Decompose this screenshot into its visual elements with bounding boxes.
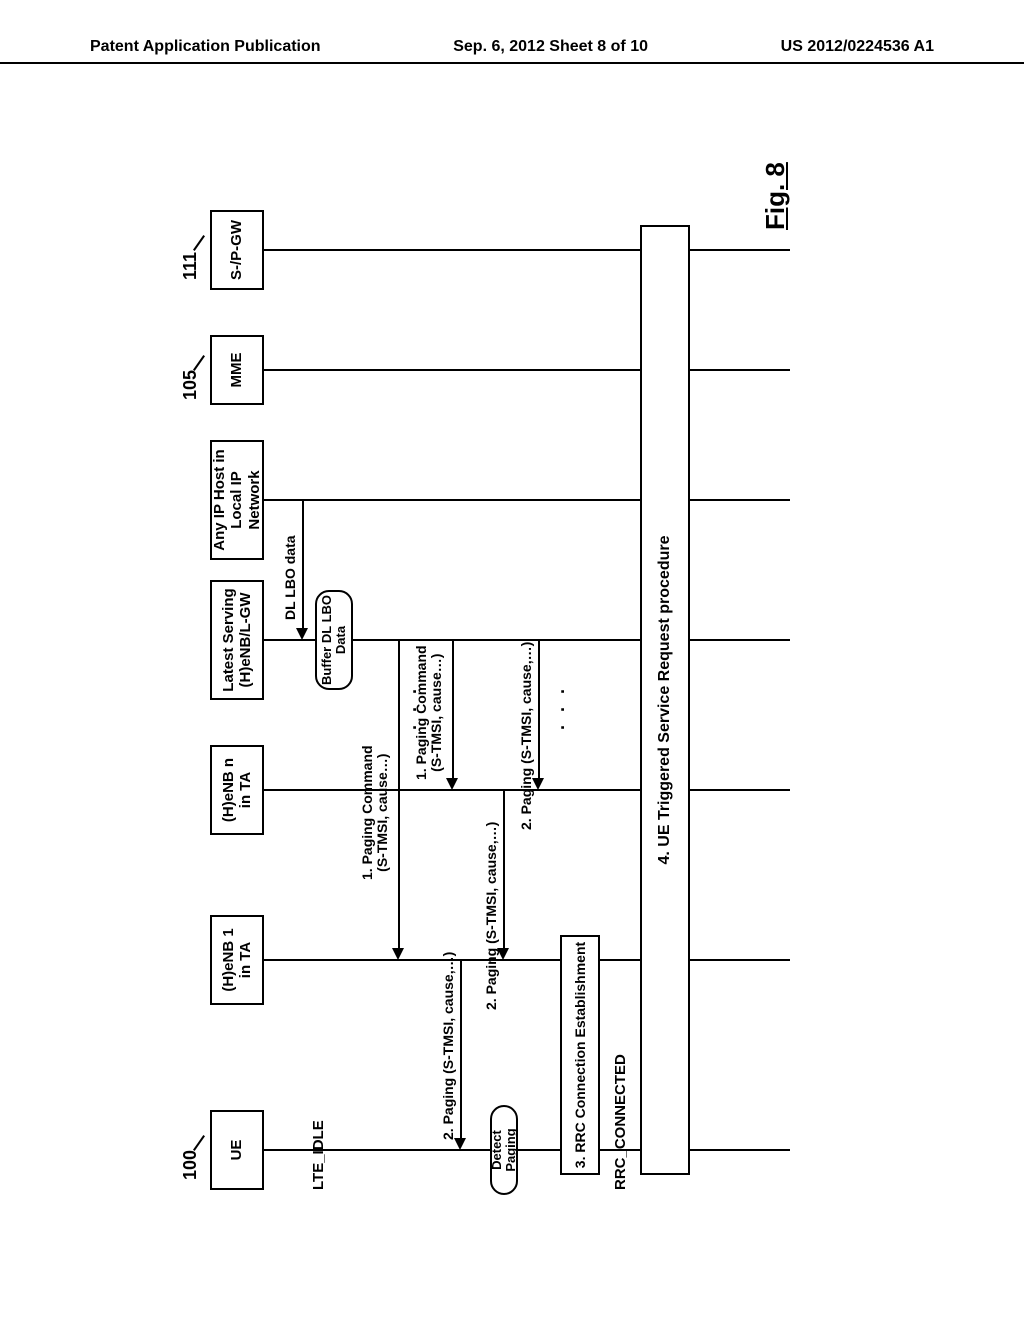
lifeline-henb1	[264, 959, 790, 961]
ref-mme-lead	[193, 355, 205, 371]
line-dl-lbo	[302, 500, 304, 630]
actor-mme-label: MME	[228, 353, 245, 388]
note-detect-label: Detect Paging	[490, 1107, 519, 1193]
actor-henb1-l1: (H)eNB 1	[220, 928, 237, 991]
actor-mme: MME	[210, 335, 264, 405]
lifeline-ue	[264, 1149, 790, 1151]
actor-iphost-l2: Local IP Network	[228, 442, 263, 558]
arrow-dl-lbo	[296, 628, 308, 640]
actor-henbn: (H)eNB n in TA	[210, 745, 264, 835]
msg-paging-cmd-2-l2: (S-TMSI, cause…)	[428, 654, 444, 772]
lifeline-iphost	[264, 499, 790, 501]
actor-ue-label: UE	[228, 1140, 245, 1161]
actor-latest-l1: Latest Serving	[220, 588, 237, 691]
state-idle: LTE_IDLE	[310, 1120, 327, 1190]
figure-caption: Fig. 8	[760, 162, 791, 230]
arrow-paging-2a	[454, 1138, 466, 1150]
sequence-diagram-rotated: 100 105 111 UE (H)eNB 1 in TA (H)eNB n i…	[0, 350, 1024, 990]
sequence-diagram: 100 105 111 UE (H)eNB 1 in TA (H)eNB n i…	[180, 130, 820, 1210]
lifeline-mme	[264, 369, 790, 371]
actor-henb1-l2: in TA	[237, 942, 254, 978]
state-connected: RRC_CONNECTED	[612, 1054, 629, 1190]
actor-henbn-l2: in TA	[237, 772, 254, 808]
arrow-paging-2b	[497, 948, 509, 960]
ref-spgw-lead	[193, 235, 205, 251]
ref-ue: 100	[180, 1150, 201, 1180]
arrow-paging-cmd-2	[446, 778, 458, 790]
line-paging-2c	[538, 640, 540, 780]
actor-spgw-label: S-/P-GW	[228, 220, 245, 280]
note-buffer-l2: Data	[334, 626, 348, 654]
actor-latest: Latest Serving (H)eNB/L-GW	[210, 580, 264, 700]
msg-paging-cmd-2: 1. Paging Command (S-TMSI, cause…)	[414, 645, 445, 780]
msg-dl-lbo: DL LBO data	[282, 535, 298, 620]
lifeline-spgw	[264, 249, 790, 251]
box-service-req: 4. UE Triggered Service Request procedur…	[640, 225, 690, 1175]
box-rrc-label: 3. RRC Connection Establishment	[572, 942, 588, 1168]
note-detect: Detect Paging	[490, 1105, 518, 1195]
ref-spgw: 111	[180, 252, 201, 280]
actor-ue: UE	[210, 1110, 264, 1190]
arrow-paging-cmd-1	[392, 948, 404, 960]
msg-paging-2a: 2. Paging (S-TMSI, cause,…)	[440, 952, 456, 1140]
page-header: Patent Application Publication Sep. 6, 2…	[0, 38, 1024, 64]
msg-paging-2c: 2. Paging (S-TMSI, cause,…)	[518, 642, 534, 830]
box-rrc: 3. RRC Connection Establishment	[560, 935, 600, 1175]
note-buffer-l1: Buffer DL LBO	[320, 595, 334, 685]
actor-henbn-l1: (H)eNB n	[220, 758, 237, 822]
msg-paging-2b: 2. Paging (S-TMSI, cause,…)	[483, 822, 499, 1010]
msg-paging-cmd-1-l2: (S-TMSI, cause…)	[374, 754, 390, 872]
actor-iphost-l1: Any IP Host in	[211, 449, 228, 550]
header-right: US 2012/0224536 A1	[781, 38, 934, 56]
line-paging-cmd-2	[452, 640, 454, 780]
header-left: Patent Application Publication	[90, 38, 321, 56]
msg-paging-cmd-1: 1. Paging Command (S-TMSI, cause…)	[360, 745, 391, 880]
actor-henb1: (H)eNB 1 in TA	[210, 915, 264, 1005]
ref-mme: 105	[180, 370, 201, 400]
actor-spgw: S-/P-GW	[210, 210, 264, 290]
msg-paging-cmd-1-l1: 1. Paging Command	[359, 745, 375, 880]
arrow-paging-2c	[532, 778, 544, 790]
line-paging-2a	[460, 960, 462, 1140]
actor-latest-l2: (H)eNB/L-GW	[237, 593, 254, 688]
line-paging-2b	[503, 790, 505, 950]
note-buffer: Buffer DL LBO Data	[315, 590, 353, 690]
dots-2: . . .	[548, 685, 569, 730]
actor-iphost: Any IP Host in Local IP Network	[210, 440, 264, 560]
box-service-req-label: 4. UE Triggered Service Request procedur…	[656, 536, 674, 865]
ref-ue-lead	[193, 1135, 205, 1151]
header-center: Sep. 6, 2012 Sheet 8 of 10	[453, 38, 648, 56]
msg-paging-cmd-2-l1: 1. Paging Command	[413, 645, 429, 780]
